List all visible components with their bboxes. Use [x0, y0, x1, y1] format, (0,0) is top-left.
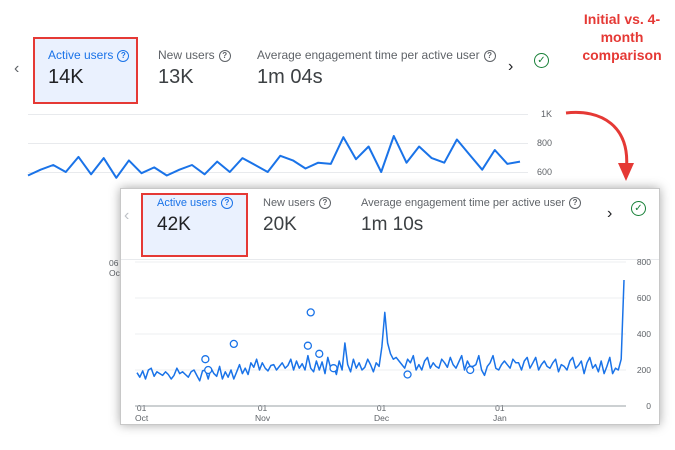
- initial-tab-new-users[interactable]: New users? 13K: [158, 48, 231, 89]
- annotation-line-3: comparison: [582, 47, 662, 63]
- comparison-annotation: Initial vs. 4- month comparison: [572, 10, 672, 64]
- check-circle-icon: ✓: [534, 53, 549, 68]
- chart-divider: [121, 259, 659, 260]
- comparison-tab-value: 42K: [157, 214, 191, 235]
- initial-active-users-tab[interactable]: [33, 37, 138, 104]
- x-tick-day: 06: [109, 258, 119, 268]
- anomaly-marker[interactable]: [204, 365, 213, 375]
- initial-series-line: [27, 135, 521, 179]
- anomaly-marker[interactable]: [403, 370, 412, 379]
- anomaly-marker[interactable]: [329, 364, 338, 373]
- initial-tab-value: 14K: [48, 66, 84, 88]
- x-tick-month: Jan: [493, 413, 507, 423]
- x-tick-month: Nov: [255, 413, 271, 423]
- initial-tab-value: 1m 04s: [257, 66, 323, 88]
- annotation-line-2: month: [600, 29, 644, 45]
- initial-tab-label: New users: [158, 48, 215, 62]
- x-tick-day: 01: [257, 403, 268, 413]
- anomaly-marker[interactable]: [229, 339, 238, 349]
- comparison-active-users-tab[interactable]: [141, 193, 248, 257]
- initial-panel: ‹ Active users? 14K New users? 13K Avera…: [14, 37, 552, 278]
- initial-tab-label: Active users: [48, 48, 114, 62]
- x-tick: 01 Oct: [135, 403, 148, 423]
- comparison-tab-value: 20K: [263, 214, 297, 235]
- comparison-line-chart: [135, 261, 626, 407]
- chevron-right-icon[interactable]: ›: [508, 58, 514, 75]
- initial-tab-value: 13K: [158, 66, 194, 88]
- initial-tab-engagement[interactable]: Average engagement time per active user?…: [257, 48, 496, 89]
- y-tick: 600: [636, 293, 651, 303]
- comparison-tab-active-users[interactable]: Active users? 42K: [157, 197, 233, 236]
- help-circle-icon[interactable]: ?: [220, 197, 233, 209]
- chevron-left-icon[interactable]: ‹: [124, 207, 130, 224]
- gridline: [28, 114, 528, 115]
- comparison-tab-value: 1m 10s: [361, 214, 424, 235]
- comparison-tab-label: Average engagement time per active user: [361, 197, 566, 209]
- help-circle-icon[interactable]: ?: [483, 50, 496, 62]
- x-tick: 01 Jan: [493, 403, 507, 423]
- y-tick: 0: [646, 401, 651, 411]
- anomaly-marker[interactable]: [466, 365, 475, 375]
- anomaly-marker[interactable]: [315, 349, 324, 358]
- help-circle-icon[interactable]: ?: [218, 50, 231, 62]
- x-tick-partial: 06 Oc: [109, 258, 120, 278]
- initial-tab-active-users[interactable]: Active users? 14K: [48, 48, 130, 89]
- annotation-arrow-icon: [565, 110, 634, 181]
- x-tick-month: Oct: [135, 413, 149, 423]
- anomaly-marker[interactable]: [306, 308, 315, 317]
- gridline: [28, 172, 528, 173]
- x-tick-day: 01: [495, 403, 505, 413]
- y-tick: 800: [536, 138, 552, 148]
- anomaly-marker[interactable]: [201, 355, 210, 364]
- chevron-right-icon[interactable]: ›: [607, 205, 613, 222]
- y-tick: 200: [636, 365, 651, 375]
- anomaly-marker[interactable]: [303, 341, 313, 350]
- comparison-card: ‹ Active users? 42K New users? 20K Avera…: [120, 188, 660, 425]
- x-tick: 01 Nov: [255, 403, 270, 423]
- comparison-tab-label: New users: [263, 197, 315, 209]
- chevron-left-icon[interactable]: ‹: [14, 60, 20, 77]
- x-tick-day: 01: [376, 403, 387, 413]
- x-tick: 01 Dec: [374, 403, 389, 423]
- check-circle-icon: ✓: [631, 201, 646, 216]
- comparison-series-line: [136, 279, 625, 382]
- help-circle-icon[interactable]: ?: [569, 197, 582, 209]
- annotation-line-1: Initial vs. 4-: [583, 11, 661, 27]
- x-tick-month: Dec: [374, 413, 390, 423]
- x-tick-day: 01: [136, 403, 147, 413]
- gridline: [28, 143, 528, 144]
- comparison-tab-label: Active users: [157, 197, 217, 209]
- initial-line-chart: [27, 135, 521, 179]
- comparison-tab-new-users[interactable]: New users? 20K: [263, 197, 331, 236]
- comparison-tab-engagement[interactable]: Average engagement time per active user?…: [361, 197, 582, 236]
- help-circle-icon[interactable]: ?: [117, 50, 130, 62]
- help-circle-icon[interactable]: ?: [318, 197, 331, 209]
- y-tick: 600: [536, 167, 552, 177]
- x-tick-month: Oc: [109, 268, 120, 278]
- initial-tab-label: Average engagement time per active user: [257, 48, 480, 62]
- y-tick: 400: [636, 329, 651, 339]
- y-tick: 800: [636, 257, 651, 267]
- y-tick: 1K: [540, 109, 552, 119]
